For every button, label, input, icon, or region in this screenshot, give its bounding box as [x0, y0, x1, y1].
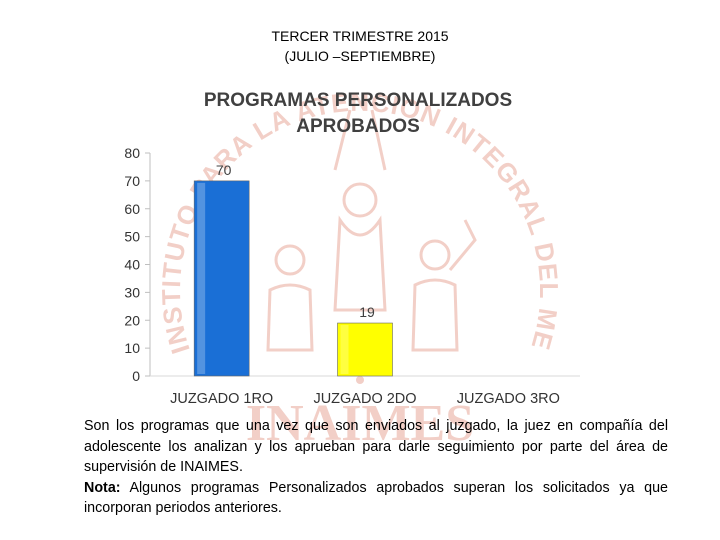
header-line-1: TERCER TRIMESTRE 2015 [271, 28, 449, 44]
plot-area: 0 10 20 30 40 50 60 70 80 70 JUZGADO 1RO 19 JUZGADO … [124, 145, 580, 407]
y-tick-label: 0 [132, 368, 140, 384]
bar-chart: PROGRAMAS PERSONALIZADOS APROBADOS 0 10 20… [124, 90, 580, 407]
y-tick-label: 10 [124, 340, 140, 356]
y-tick-label: 80 [124, 145, 140, 161]
y-tick-label: 50 [124, 229, 140, 245]
note-text-block: Son los programas que una vez que son en… [84, 416, 668, 519]
y-tick-label: 70 [124, 173, 140, 189]
y-tick-label: 40 [124, 257, 140, 273]
y-tick-label: 30 [124, 284, 140, 300]
bar-highlight [197, 182, 206, 374]
note-remark-text: Algunos programas Personalizados aprobad… [84, 479, 668, 517]
y-tick-label: 20 [124, 312, 140, 328]
x-tick-label: JUZGADO 2DO [313, 391, 416, 407]
note-paragraph: Son los programas que una vez que son en… [84, 418, 668, 475]
note-remark: Nota: Algunos programas Personalizados a… [84, 478, 668, 519]
x-tick-label: JUZGADO 3RO [457, 391, 560, 407]
header-line-2: (JULIO –SEPTIEMBRE) [284, 48, 436, 64]
chart-title-line-2: APROBADOS [296, 116, 420, 137]
bar-highlight [340, 325, 349, 374]
bar [193, 180, 250, 377]
data-label: 19 [359, 304, 375, 320]
chart-title-line-1: PROGRAMAS PERSONALIZADOS [204, 90, 512, 111]
bar [337, 322, 393, 377]
data-label: 70 [216, 162, 232, 178]
y-tick-label: 60 [124, 201, 140, 217]
note-label: Nota: [84, 479, 121, 496]
page-header: TERCER TRIMESTRE 2015 (JULIO –SEPTIEMBRE… [0, 26, 720, 66]
x-tick-label: JUZGADO 1RO [170, 391, 273, 407]
